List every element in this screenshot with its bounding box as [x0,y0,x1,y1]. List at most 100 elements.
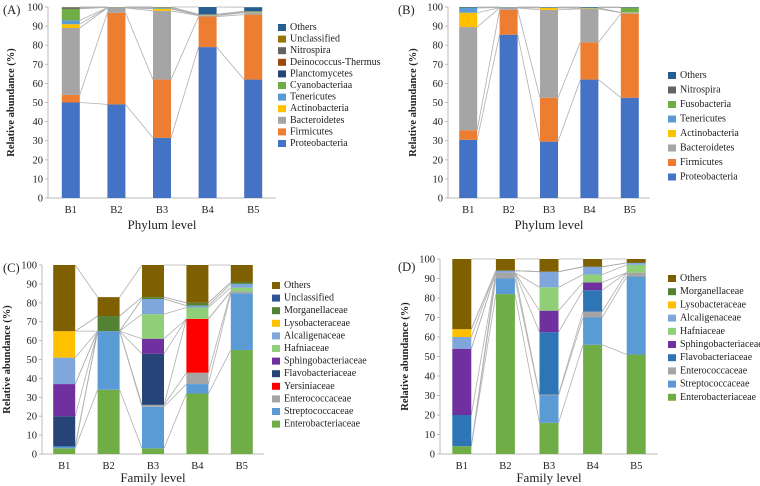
x-tick-label: B4 [201,205,214,216]
bar-segment-b2-proteobacteria [107,104,126,198]
legend-label: Hafniaceae [680,326,726,337]
bar-segment-b1-proteobacteria [459,139,478,198]
y-tick-label: 50 [27,355,38,366]
connector-line [79,102,108,105]
bar-segment-b1-proteobacteria [61,102,80,198]
bar-segment-b3-cyanobacteriaa [153,7,171,9]
connector-line [557,42,581,98]
legend-label: Others [290,22,317,33]
connector-line [79,7,108,25]
bar-segment-b5-enterococcaceae [230,291,253,294]
bar-segment-b1-lysobacteraceae [53,331,76,358]
bar-segment-b1-enterobacteriaceae [452,446,472,454]
x-tick-label: B3 [543,461,555,472]
bar-segment-b3-actinobacteria [540,7,558,10]
bar-segment-b3-firmicutes [153,79,171,138]
legend-label: Morganellaceae [680,286,744,297]
connector-line [514,272,540,333]
y-tick-label: 80 [27,298,38,309]
bar-segment-b5-streptococcaceae [230,293,253,351]
legend-swatch [668,72,676,79]
connector-line [598,79,622,99]
bar-segment-b5-alcaligenaceae [626,262,646,265]
y-tick-label: 50 [425,352,436,363]
x-tick-label: B2 [502,205,514,216]
connector-line [557,8,581,11]
x-tick-label: B1 [65,205,77,216]
legend-label: Enterobacteriaceae [284,419,361,430]
legend-swatch [668,275,676,282]
legend-label: Lysobacteraceae [680,299,747,310]
x-tick-label: B4 [583,205,596,216]
bar-segment-b2-enterobacteriaceae [495,294,515,454]
connector-line [216,10,245,15]
bar-segment-b5-proteobacteria [620,97,639,198]
legend-label: Unclassified [290,34,340,45]
legend: OthersUnclassifiedNitrospiraDeinococcus-… [278,22,381,149]
legend-label: Sphingobacteriaceae [284,356,367,367]
bar-segment-b4-others [186,265,209,303]
connector-line [119,389,143,449]
bar-segment-b4-enterobacteriaceae [583,344,603,454]
bar-segment-b4-bacteroidetes [580,8,599,43]
connector-line [74,331,98,447]
connector-line [125,104,154,139]
y-tick-label: 20 [425,411,436,422]
connector-line [557,79,581,142]
y-tick-label: 60 [433,79,444,90]
legend-swatch [272,294,280,302]
bar-segment-b2-alcaligenaceae [495,270,515,273]
y-tick-label: 20 [27,412,38,423]
connector-line [601,272,628,312]
bar-segment-b4-enterococcaceae [186,372,209,385]
bar-segment-b4-bacteroidetes [198,15,217,17]
y-tick-label: 20 [33,155,44,166]
series-connectors [79,6,245,139]
y-tick-label: 30 [27,393,38,404]
connector-line [119,331,143,405]
bar-segment-b3-flavobacteriaceae [142,353,164,405]
bar-segment-b2-streptococcaceae [97,331,120,390]
connector-line [476,9,500,131]
connector-line [517,34,541,142]
bar-segment-b4-morganellaceae [186,302,209,306]
legend-swatch [668,159,676,166]
chart-panel-b: (B) 0 10 20 30 40 50 60 70 80 90 100 Relative abunda… [398,3,739,233]
y-tick-label: 50 [433,98,444,109]
bar-segment-b4-streptococcaceae [583,317,603,345]
bar-segment-b1-bacteroidetes [61,28,80,95]
legend-swatch [668,380,676,388]
legend-label: Others [680,273,707,284]
bar-segment-b5-enterococcaceae [626,272,646,277]
bar-segment-b1-others [452,259,472,330]
bar-segment-b4-enterococcaceae [583,311,603,318]
legend-swatch [272,370,280,378]
bar-segment-b5-firmicutes [620,13,639,98]
bar-segment-b4-streptococcaceae [186,384,209,394]
legend-label: Actinobacteria [680,128,739,139]
bar-segment-b3-tenericutes [153,8,171,9]
legend-swatch [272,382,280,390]
connector-line [558,266,584,273]
bar-segment-b2-others [97,297,120,317]
connector-line [216,14,245,17]
connector-line [216,46,245,80]
y-tick-label: 70 [33,60,44,71]
y-axis-title: Relative abundance (%) [2,305,13,414]
bar-segment-b1-sphingobacteriaceae [452,348,472,415]
connector-line [74,330,98,358]
bar-segment-b1-sphingobacteriaceae [53,384,76,417]
bar-segment-b2-enterobacteriaceae [97,389,120,454]
chart-panel-a: (A) 0 10 20 30 40 50 60 70 80 90 100 Relative abunda… [3,3,381,233]
connector-line [74,315,98,332]
connector-line [598,13,622,43]
bar-segment-b5-fusobacteria [620,7,639,13]
connector-line [601,276,628,318]
bar-segment-b1-cyanobacteriaa [61,8,80,21]
connector-line [470,270,497,338]
bar-segment-b1-tenericutes [61,20,80,25]
x-tick-label: B4 [191,461,204,472]
connector-line [514,270,540,273]
y-tick-label: 90 [27,279,38,290]
bar-segment-b4-sphingobacteriaceae [583,282,603,291]
